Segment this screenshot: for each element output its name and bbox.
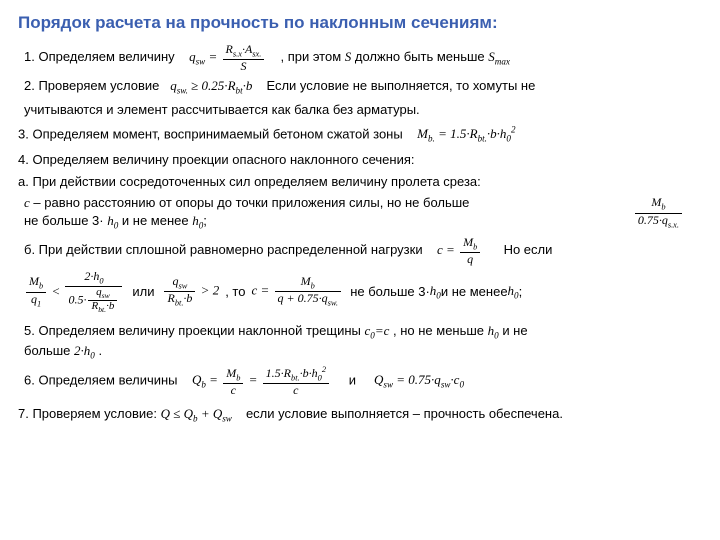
- formula-2: qsw. ≥ 0.25·Rbt·b: [170, 78, 255, 93]
- step-4b: б. При действии сплошной равномерно расп…: [24, 236, 702, 266]
- step-4a-d: и не менее: [122, 213, 192, 228]
- formula-6b: Qsw = 0.75·qsw·c0: [374, 372, 464, 387]
- formula-6a: Qb = Mbc = 1.5·Rbt.·b·h02c: [192, 372, 334, 387]
- step-3-text: 3. Определяем момент, воспринимаемый бет…: [18, 126, 403, 141]
- step-4a: а. При действии сосредоточенных сил опре…: [18, 173, 702, 191]
- sym-smax: Smax: [488, 49, 510, 64]
- step-6: 6. Определяем величины Qb = Mbc = 1.5·Rb…: [24, 366, 702, 397]
- step-6-a: 6. Определяем величины: [24, 372, 178, 387]
- formula-4a-frac: Mb 0.75·qs.x.: [635, 196, 682, 229]
- step-1-a: 1. Определяем величину: [24, 49, 175, 64]
- formula-4b: c = Mbq: [437, 242, 485, 257]
- step-4a-b: – равно расстоянию от опоры до точки при…: [33, 195, 469, 210]
- formula-3: Mb. = 1.5·Rbt.·b·h02: [417, 126, 515, 141]
- step-5: 5. Определяем величину проекции наклонно…: [24, 322, 702, 362]
- step-4b-row2: Mbq1 < 2·h0 0.5·qswRbt.·b или qswRbt.·b …: [24, 270, 702, 315]
- nmh0: и не менее: [441, 283, 508, 301]
- step-5-b: , но не меньше: [393, 323, 488, 338]
- then: , то: [225, 283, 245, 301]
- step-7: 7. Проверяем условие: Q ≤ Qb + Qsw если …: [18, 405, 702, 425]
- formula-7: Q ≤ Qb + Qsw: [161, 406, 236, 421]
- step-1-b: , при этом: [280, 49, 344, 64]
- sub: sw: [196, 56, 206, 66]
- step-1: 1. Определяем величину qsw = Rs.x·Asx. S…: [24, 43, 702, 73]
- nb3h0: не больше 3·: [350, 283, 430, 301]
- step-5-d: больше: [24, 343, 74, 358]
- step-2-b: Если условие не выполняется, то хомуты н…: [266, 78, 535, 93]
- step-4: 4. Определяем величину проекции опасного…: [18, 151, 702, 169]
- step-2c: учитываются и элемент рассчитывается как…: [24, 101, 702, 119]
- ineq-1: Mbq1 < 2·h0 0.5·qswRbt.·b: [24, 270, 124, 315]
- step-2: 2. Проверяем условие qsw. ≥ 0.25·Rbt·b Е…: [24, 77, 702, 97]
- ineq-2: qswRbt.·b > 2: [162, 275, 219, 308]
- step-2-a: 2. Проверяем условие: [24, 78, 159, 93]
- step-1-c: должно быть меньше: [355, 49, 488, 64]
- step-5-c: и не: [502, 323, 527, 338]
- step-5-a: 5. Определяем величину проекции наклонно…: [24, 323, 364, 338]
- step-4b-no: Но если: [504, 242, 553, 257]
- step-4a-line2: c – равно расстоянию от опоры до точки п…: [24, 194, 702, 231]
- step-4a-a: а. При действии сосредоточенных сил опре…: [18, 174, 481, 189]
- step-7-a: 7. Проверяем условие:: [18, 406, 161, 421]
- or: или: [132, 283, 154, 301]
- formula-qsw: qsw = Rs.x·Asx. S: [189, 49, 269, 64]
- step-3: 3. Определяем момент, воспринимаемый бет…: [18, 124, 702, 145]
- step-6-and: и: [349, 372, 356, 387]
- sym-c: c: [24, 195, 30, 210]
- sym-s: S: [345, 49, 352, 64]
- step-7-b: если условие выполняется – прочность обе…: [246, 406, 563, 421]
- step-4b-a: б. При действии сплошной равномерно расп…: [24, 242, 423, 257]
- formula-c: c = Mbq + 0.75·qsw.: [251, 275, 342, 308]
- page-title: Порядок расчета на прочность по наклонны…: [18, 12, 702, 35]
- step-4a-c: не больше 3·: [24, 213, 104, 228]
